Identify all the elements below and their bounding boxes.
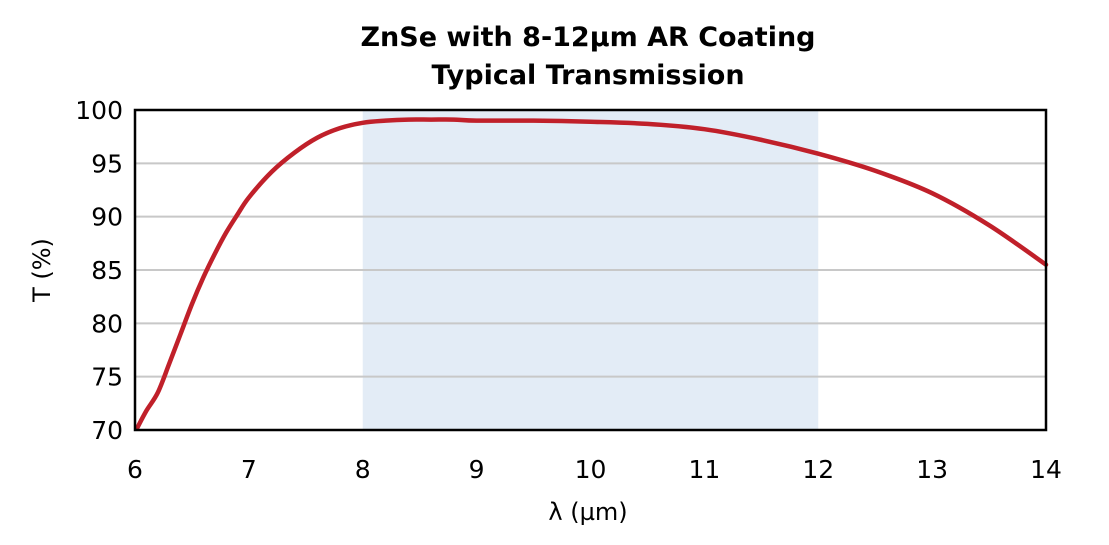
x-tick-label: 8	[355, 455, 371, 484]
x-axis-ticks: 6 7 8 9 10 11 12 13 14	[127, 455, 1062, 484]
x-tick-label: 6	[127, 455, 143, 484]
y-tick-label: 70	[91, 416, 123, 445]
y-tick-label: 90	[91, 203, 123, 232]
y-axis-ticks: 70 75 80 85 90 95 100	[75, 96, 123, 445]
series-line	[135, 117, 1049, 431]
y-tick-label: 100	[75, 96, 123, 125]
y-tick-label: 85	[91, 256, 123, 285]
x-tick-label: 14	[1030, 455, 1062, 484]
x-tick-label: 9	[469, 455, 485, 484]
x-tick-label: 7	[241, 455, 257, 484]
grid-lines	[135, 162, 1046, 378]
plot-area	[133, 108, 1049, 432]
y-tick-label: 80	[91, 309, 123, 338]
x-tick-label: 10	[575, 455, 607, 484]
x-axis-label: λ (µm)	[548, 498, 627, 526]
plot-frame	[133, 108, 1048, 432]
y-tick-label: 95	[91, 149, 123, 178]
x-tick-label: 12	[802, 455, 834, 484]
chart-subtitle: Typical Transmission	[431, 60, 744, 91]
y-axis-label: T (%)	[28, 238, 56, 303]
y-tick-label: 75	[91, 363, 123, 392]
chart-title: ZnSe with 8-12µm AR Coating	[360, 22, 815, 53]
x-tick-label: 13	[916, 455, 948, 484]
x-tick-label: 11	[688, 455, 720, 484]
